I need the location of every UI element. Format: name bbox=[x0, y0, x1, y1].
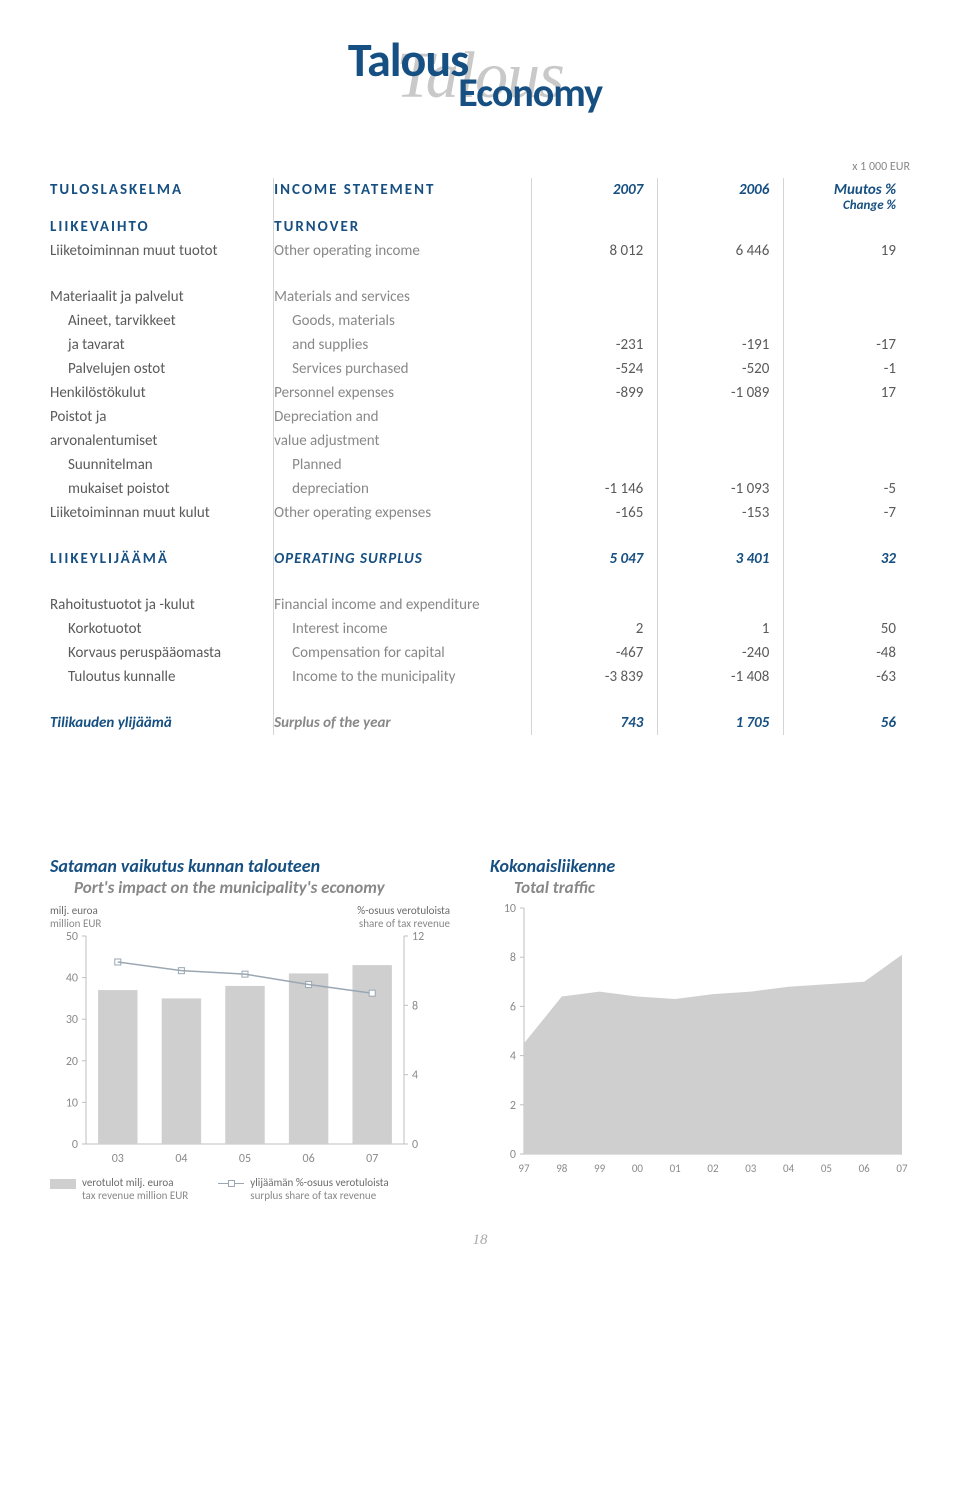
svg-text:8: 8 bbox=[510, 951, 516, 965]
svg-text:97: 97 bbox=[518, 1162, 530, 1175]
svg-text:06: 06 bbox=[859, 1162, 871, 1175]
svg-text:0: 0 bbox=[412, 1138, 418, 1152]
svg-text:03: 03 bbox=[112, 1152, 124, 1166]
svg-text:05: 05 bbox=[821, 1162, 832, 1175]
chart2-svg: 02468109798990001020304050607 bbox=[490, 898, 910, 1178]
svg-text:07: 07 bbox=[896, 1162, 908, 1175]
svg-text:4: 4 bbox=[412, 1069, 418, 1083]
svg-text:10: 10 bbox=[66, 1096, 78, 1110]
svg-text:20: 20 bbox=[66, 1055, 78, 1069]
svg-text:00: 00 bbox=[632, 1162, 644, 1175]
svg-text:4: 4 bbox=[510, 1050, 516, 1064]
chart2-title-fi: Kokonaisliikenne bbox=[490, 855, 910, 877]
chart1-legend-bars: verotulot milj. euroatax revenue million… bbox=[50, 1176, 188, 1202]
chart1-title-en: Port's impact on the municipality's econ… bbox=[50, 877, 450, 898]
page-number: 18 bbox=[50, 1232, 910, 1249]
chart1-right-axis-label: %-osuus verotuloistashare of tax revenue bbox=[357, 904, 450, 930]
svg-text:30: 30 bbox=[66, 1013, 78, 1027]
unit-note: x 1 000 EUR bbox=[50, 160, 910, 178]
svg-text:12: 12 bbox=[412, 930, 424, 944]
svg-text:04: 04 bbox=[175, 1152, 187, 1166]
income-statement-table: TULOSLASKELMAINCOME STATEMENT20072006Muu… bbox=[50, 178, 910, 735]
svg-text:10: 10 bbox=[504, 902, 516, 916]
svg-text:6: 6 bbox=[510, 1000, 516, 1014]
chart2-title-en: Total traffic bbox=[490, 877, 910, 898]
svg-text:40: 40 bbox=[66, 972, 78, 986]
svg-text:99: 99 bbox=[594, 1162, 606, 1175]
heading-front: TalousEconomy bbox=[348, 30, 612, 89]
svg-text:50: 50 bbox=[66, 930, 78, 944]
svg-text:0: 0 bbox=[510, 1148, 516, 1162]
chart-port-impact: Sataman vaikutus kunnan talouteen Port's… bbox=[50, 855, 450, 1202]
svg-text:98: 98 bbox=[556, 1162, 568, 1175]
chart1-svg: 01020304050048120304050607 bbox=[50, 930, 440, 1170]
svg-text:07: 07 bbox=[366, 1152, 378, 1166]
svg-text:03: 03 bbox=[745, 1162, 757, 1175]
svg-text:06: 06 bbox=[303, 1152, 315, 1166]
svg-text:2: 2 bbox=[510, 1099, 516, 1113]
svg-text:05: 05 bbox=[239, 1152, 251, 1166]
chart1-left-axis-label: milj. euroamillion EUR bbox=[50, 904, 101, 930]
page-heading: Talous TalousEconomy bbox=[50, 30, 910, 120]
chart-total-traffic: Kokonaisliikenne Total traffic 024681097… bbox=[490, 855, 910, 1202]
svg-text:8: 8 bbox=[412, 999, 418, 1013]
svg-text:0: 0 bbox=[72, 1138, 78, 1152]
svg-text:04: 04 bbox=[783, 1162, 795, 1175]
svg-text:02: 02 bbox=[707, 1162, 719, 1175]
svg-text:01: 01 bbox=[670, 1162, 682, 1175]
chart1-legend-line: ylijäämän %-osuus verotuloistasurplus sh… bbox=[218, 1176, 388, 1202]
chart1-title-fi: Sataman vaikutus kunnan talouteen bbox=[50, 855, 450, 877]
